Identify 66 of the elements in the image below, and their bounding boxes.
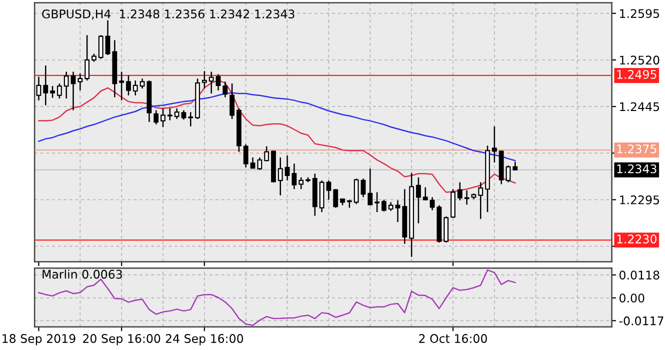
y-tick-label: 0.00 bbox=[620, 294, 644, 303]
candlestick bbox=[167, 108, 172, 121]
y-tick-label: 1.2520 bbox=[620, 56, 660, 65]
candlestick bbox=[140, 78, 145, 90]
candlestick bbox=[216, 74, 221, 91]
candlestick bbox=[257, 156, 262, 170]
candlestick bbox=[132, 80, 138, 96]
chart-title: GBPUSD,H4 1.2348 1.2356 1.2342 1.2343 bbox=[42, 9, 294, 20]
candlestick bbox=[416, 176, 421, 224]
candlestick bbox=[464, 190, 470, 206]
candlestick bbox=[374, 192, 380, 213]
candlestick bbox=[222, 81, 228, 98]
candlestick bbox=[43, 64, 48, 106]
candlestick bbox=[70, 71, 76, 111]
candlestick bbox=[298, 176, 304, 190]
candlestick bbox=[354, 178, 359, 205]
candlestick bbox=[422, 186, 428, 201]
candlestick bbox=[202, 70, 207, 90]
candlestick bbox=[36, 76, 42, 101]
x-tick-label: 24 Sep 16:00 bbox=[166, 334, 244, 346]
candlestick bbox=[326, 180, 332, 200]
candlestick bbox=[64, 71, 69, 100]
line-series bbox=[38, 269, 516, 326]
candlestick bbox=[174, 108, 180, 120]
ref-line-label: 1.2375 bbox=[617, 144, 656, 154]
candlestick bbox=[264, 146, 270, 162]
candlestick bbox=[243, 144, 248, 168]
candlestick bbox=[444, 216, 449, 244]
candlestick bbox=[126, 74, 131, 96]
candlestick bbox=[360, 178, 366, 198]
chart-title: Marlin 0.0063 bbox=[42, 270, 122, 279]
candlestick bbox=[98, 34, 104, 60]
candlestick bbox=[278, 156, 283, 196]
candlestick bbox=[492, 126, 497, 164]
candlestick bbox=[333, 188, 338, 208]
x-tick-label: 18 Sep 2019 bbox=[2, 334, 76, 346]
candlestick bbox=[188, 111, 194, 128]
candlestick bbox=[154, 110, 159, 126]
y-tick-label: 1.2445 bbox=[620, 102, 660, 112]
x-tick-label: 20 Sep 16:00 bbox=[83, 334, 160, 346]
ref-line-label: 1.2343 bbox=[617, 164, 656, 174]
candlestick bbox=[84, 34, 90, 82]
candlestick bbox=[368, 168, 373, 206]
candlestick bbox=[457, 182, 462, 201]
candlestick bbox=[181, 110, 186, 120]
y-tick-label: 0.0118 bbox=[620, 270, 660, 280]
y-tick-label: -0.0117 bbox=[619, 316, 664, 326]
ref-line-label: 1.2230 bbox=[617, 234, 656, 244]
y-tick-label: 1.2295 bbox=[620, 195, 660, 204]
x-tick-label: 2 Oct 16:00 bbox=[419, 334, 487, 343]
candlestick bbox=[119, 71, 124, 101]
candlestick bbox=[105, 20, 110, 56]
candlestick bbox=[478, 182, 484, 220]
candlestick bbox=[381, 199, 386, 212]
candlestick bbox=[284, 154, 290, 182]
candlestick bbox=[56, 82, 62, 100]
candlestick bbox=[208, 71, 214, 94]
candlestick bbox=[395, 200, 400, 223]
y-tick-label: 1.2595 bbox=[620, 9, 660, 18]
candlestick bbox=[292, 163, 297, 190]
candlestick bbox=[160, 108, 166, 128]
candlestick bbox=[50, 85, 55, 98]
ref-line-label: 1.2495 bbox=[617, 70, 656, 79]
candlestick bbox=[78, 72, 83, 91]
candlestick bbox=[506, 164, 511, 183]
candlestick bbox=[230, 82, 235, 120]
